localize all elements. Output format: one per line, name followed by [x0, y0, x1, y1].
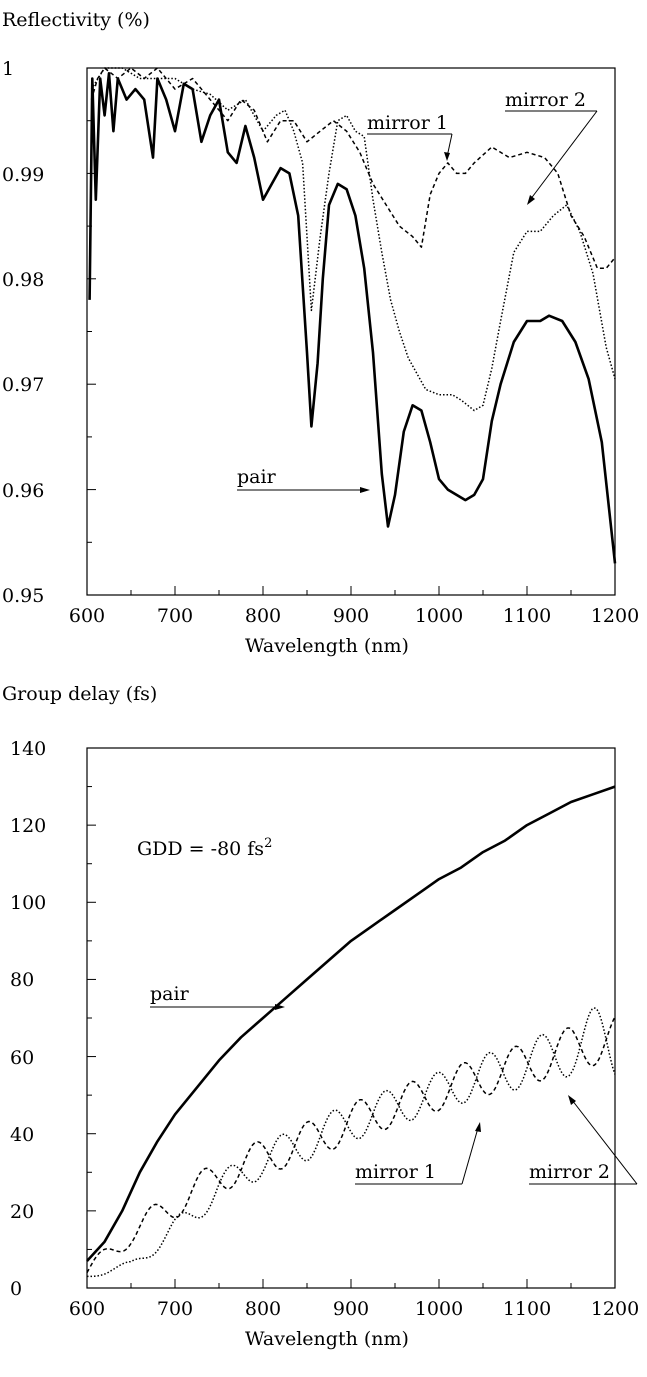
- annotation-arrow: [571, 1099, 638, 1185]
- annotation-gdd: GDD = -80 fs2: [137, 836, 272, 860]
- y-tick-label: 0.99: [2, 164, 44, 186]
- ticks: [86, 67, 616, 596]
- arrow-head: [475, 1122, 481, 1132]
- y-tick-label: 100: [10, 892, 46, 914]
- x-tick-label: 1200: [591, 1298, 639, 1320]
- x-tick-label: 600: [69, 605, 105, 627]
- annotation-mirror-1: mirror 1: [367, 112, 448, 134]
- x-tick-label: 800: [245, 1298, 281, 1320]
- x-axis-title: Wavelength (nm): [245, 1328, 409, 1350]
- series-line-pair: [86, 785, 616, 1262]
- y-tick-label: 0.97: [2, 374, 44, 396]
- x-tick-label: 700: [157, 1298, 193, 1320]
- y-tick-label: 120: [10, 815, 46, 837]
- arrow-head: [360, 487, 370, 493]
- y-tick-label: 1: [2, 58, 14, 80]
- x-tick-label: 1100: [503, 1298, 551, 1320]
- y-tick-label: 60: [10, 1047, 34, 1069]
- x-tick-label: 600: [69, 1298, 105, 1320]
- x-tick-label: 1000: [415, 605, 463, 627]
- arrow-head: [568, 1095, 576, 1105]
- x-tick-label: 1200: [591, 605, 639, 627]
- x-tick-label: 700: [157, 605, 193, 627]
- arrow-head: [275, 1004, 285, 1010]
- y-axis-title: Reflectivity (%): [2, 9, 150, 31]
- y-tick-label: 80: [10, 969, 34, 991]
- annotation-gdd-text: GDD = -80 fs: [137, 838, 264, 860]
- plot-frame: [86, 747, 616, 1289]
- series-line-mirror-2: [90, 67, 616, 412]
- ticks: [86, 747, 616, 1289]
- arrow-head: [527, 195, 535, 205]
- x-tick-label: 800: [245, 605, 281, 627]
- x-tick-label: 1100: [503, 605, 551, 627]
- annotation-gdd-superscript: 2: [264, 836, 272, 851]
- arrow-head: [444, 152, 450, 161]
- y-tick-label: 0: [10, 1278, 22, 1300]
- y-tick-label: 0.95: [2, 585, 44, 607]
- annotation-mirror-1: mirror 1: [355, 1161, 436, 1183]
- series-line-mirror-2: [87, 1007, 616, 1278]
- annotation-arrow: [529, 110, 598, 201]
- y-tick-label: 20: [10, 1201, 34, 1223]
- y-tick-label: 40: [10, 1124, 34, 1146]
- y-tick-label: 140: [10, 738, 46, 760]
- group-delay-chart: Group delay (fs) 600 700 800 900 1000 11…: [2, 683, 639, 1350]
- annotation-mirror-2: mirror 2: [529, 1161, 610, 1183]
- x-tick-label: 1000: [415, 1298, 463, 1320]
- annotation-pair: pair: [237, 466, 277, 488]
- plot-frame: [86, 67, 616, 596]
- x-axis-title: Wavelength (nm): [245, 635, 409, 657]
- y-tick-label: 0.98: [2, 269, 44, 291]
- reflectivity-chart: Reflectivity (%) 600 700 800 900 1000 11…: [2, 9, 639, 657]
- x-tick-label: 900: [333, 1298, 369, 1320]
- x-tick-label: 900: [333, 605, 369, 627]
- annotation-pair: pair: [150, 983, 190, 1005]
- annotation-mirror-2: mirror 2: [505, 89, 586, 111]
- y-axis-title: Group delay (fs): [2, 683, 157, 705]
- series-group: [86, 785, 616, 1278]
- series-group: [88, 67, 617, 564]
- series-line-pair: [88, 72, 617, 564]
- annotation-arrow: [461, 1127, 479, 1185]
- series-line-mirror-1: [90, 67, 616, 270]
- y-tick-label: 0.96: [2, 480, 44, 502]
